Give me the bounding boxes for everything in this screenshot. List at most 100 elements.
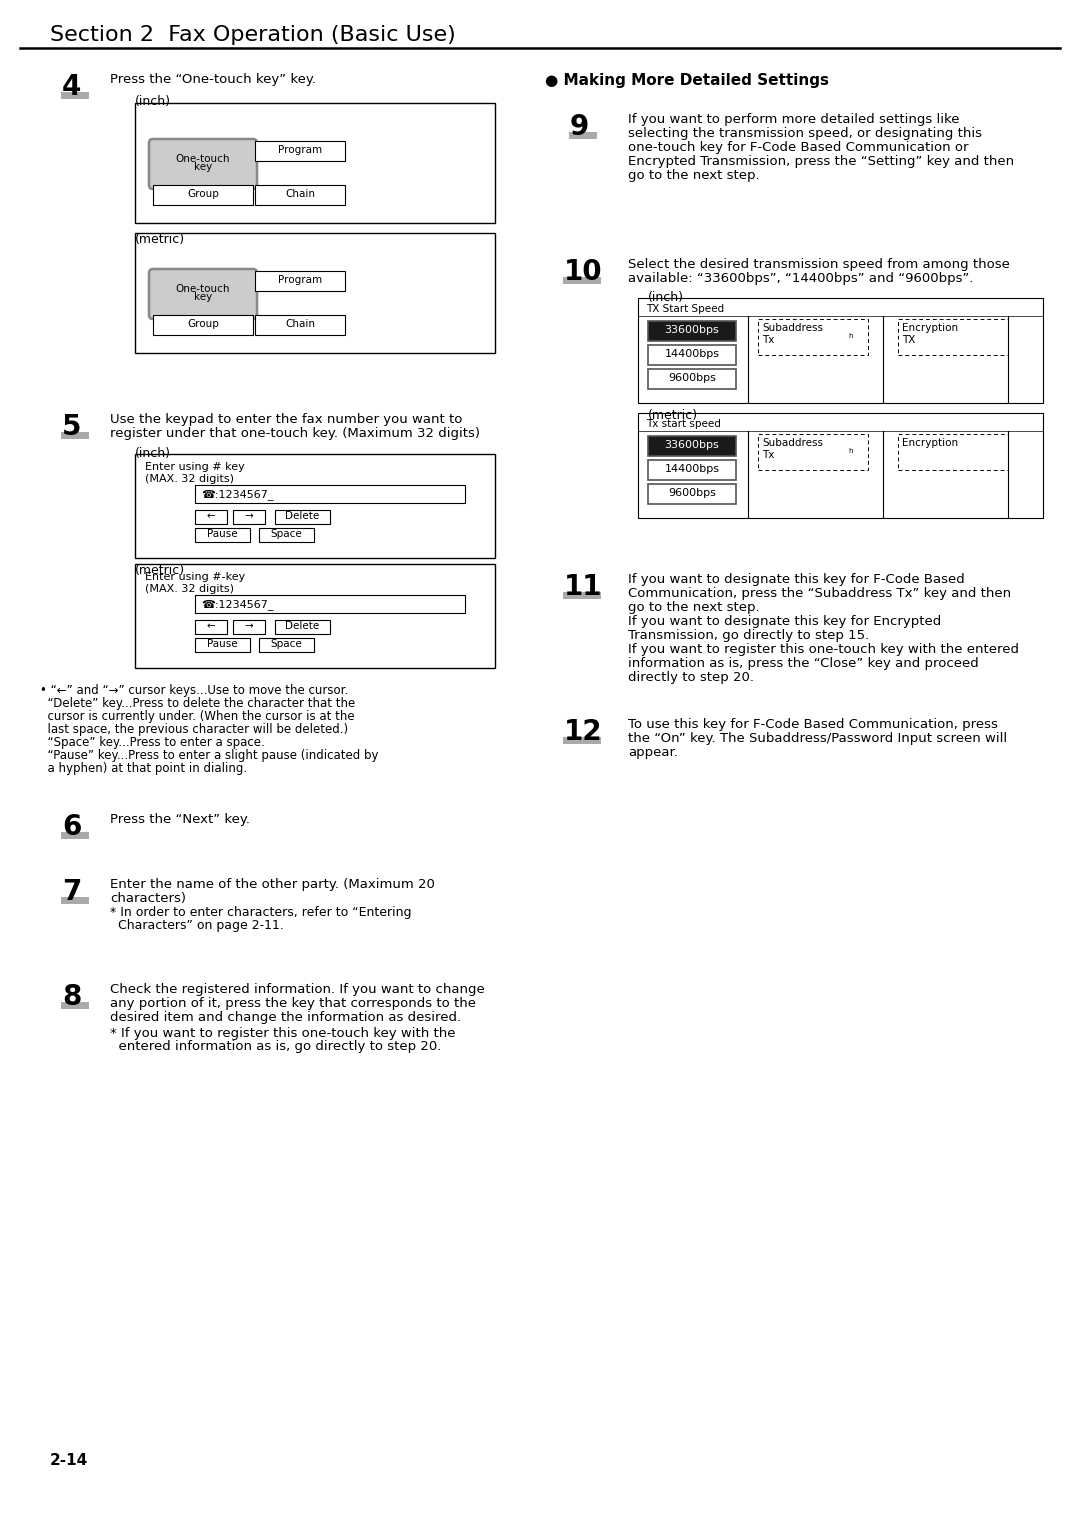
Text: last space, the previous character will be deleted.): last space, the previous character will … [40,723,348,736]
Text: (metric): (metric) [135,564,185,578]
Text: 11: 11 [564,573,603,601]
Text: If you want to register this one-touch key with the entered: If you want to register this one-touch k… [627,643,1020,656]
Bar [195,484,465,503]
Text: available: “33600bps”, “14400bps” and “9600bps”.: available: “33600bps”, “14400bps” and “9… [627,272,973,286]
Text: →: → [245,510,254,521]
Text: • “←” and “→” cursor keys...Use to move the cursor.: • “←” and “→” cursor keys...Use to move … [40,685,348,697]
Text: Space: Space [271,529,302,539]
Text: To use this key for F-Code Based Communication, press: To use this key for F-Code Based Communi… [627,718,998,730]
Text: Characters” on page 2-11.: Characters” on page 2-11. [110,918,284,932]
Bar [233,620,265,634]
Bar [758,434,868,471]
Text: the “On” key. The Subaddress/Password Input screen will: the “On” key. The Subaddress/Password In… [627,732,1008,746]
Text: one-touch key for F-Code Based Communication or: one-touch key for F-Code Based Communica… [627,141,969,154]
Bar [255,185,345,205]
Text: Subaddress: Subaddress [762,439,823,448]
Bar [569,131,597,139]
Text: Communication, press the “Subaddress Tx” key and then: Communication, press the “Subaddress Tx”… [627,587,1011,601]
Bar [255,270,345,290]
Text: Tx start speed: Tx start speed [646,419,720,429]
Bar [195,620,227,634]
Text: Press the “One-touch key” key.: Press the “One-touch key” key. [110,73,316,86]
Text: key: key [194,162,212,173]
Text: Encryption: Encryption [902,322,958,333]
FancyBboxPatch shape [149,269,257,319]
Bar [153,315,253,335]
Text: * If you want to register this one-touch key with the: * If you want to register this one-touch… [110,1027,456,1041]
Text: (MAX. 32 digits): (MAX. 32 digits) [145,584,234,594]
Text: 14400bps: 14400bps [664,348,719,359]
Text: desired item and change the information as desired.: desired item and change the information … [110,1012,461,1024]
Text: Select the desired transmission speed from among those: Select the desired transmission speed fr… [627,258,1010,270]
Text: (inch): (inch) [135,448,171,460]
Text: Section 2  Fax Operation (Basic Use): Section 2 Fax Operation (Basic Use) [50,24,456,44]
Text: TX: TX [902,335,916,345]
Text: Group: Group [187,319,219,329]
Bar [153,185,253,205]
Bar [195,529,249,542]
Text: Space: Space [271,639,302,649]
Bar [648,460,735,480]
Text: (MAX. 32 digits): (MAX. 32 digits) [145,474,234,484]
Text: 7: 7 [62,879,81,906]
Bar [60,92,89,99]
Text: Tx: Tx [762,451,774,460]
Text: Pause: Pause [207,529,238,539]
Text: ☎:1234567_: ☎:1234567_ [201,599,273,611]
Text: Enter using # key: Enter using # key [145,461,245,472]
Text: 5: 5 [62,413,81,442]
Bar [60,432,89,439]
Text: ● Making More Detailed Settings: ● Making More Detailed Settings [545,73,829,89]
Text: 8: 8 [62,983,81,1012]
Text: register under that one-touch key. (Maximum 32 digits): register under that one-touch key. (Maxi… [110,426,480,440]
Text: ☎:1234567_: ☎:1234567_ [201,489,273,501]
Text: If you want to designate this key for Encrypted: If you want to designate this key for En… [627,614,942,628]
Text: cursor is currently under. (When the cursor is at the: cursor is currently under. (When the cur… [40,711,354,723]
Text: 4: 4 [62,73,81,101]
Text: Pause: Pause [207,639,238,649]
Bar [648,345,735,365]
Bar [60,1002,89,1008]
Bar [60,897,89,905]
Bar [233,510,265,524]
Bar [135,454,495,558]
Bar [638,413,1043,518]
Text: Group: Group [187,189,219,199]
Text: One-touch: One-touch [176,284,230,293]
Text: Check the registered information. If you want to change: Check the registered information. If you… [110,983,485,996]
Text: (metric): (metric) [135,232,185,246]
Text: Use the keypad to enter the fax number you want to: Use the keypad to enter the fax number y… [110,413,462,426]
Text: entered information as is, go directly to step 20.: entered information as is, go directly t… [110,1041,442,1053]
Bar [648,321,735,341]
Text: Delete: Delete [285,510,320,521]
Text: →: → [245,620,254,631]
Bar [259,529,314,542]
Bar [255,141,345,160]
Text: (inch): (inch) [648,290,684,304]
Text: 9: 9 [570,113,590,141]
Bar [60,833,89,839]
Text: directly to step 20.: directly to step 20. [627,671,754,685]
Text: Enter using #-key: Enter using #-key [145,571,245,582]
Text: Program: Program [278,145,322,154]
Bar [135,102,495,223]
Text: 10: 10 [564,258,603,286]
Bar [195,639,249,652]
Text: appear.: appear. [627,746,678,759]
Bar [195,594,465,613]
Text: selecting the transmission speed, or designating this: selecting the transmission speed, or des… [627,127,982,141]
Text: 6: 6 [62,813,81,840]
Text: h: h [848,448,852,454]
Text: key: key [194,292,212,303]
Text: 9600bps: 9600bps [669,373,716,384]
Text: 14400bps: 14400bps [664,465,719,474]
Text: Encryption: Encryption [902,439,958,448]
Text: * In order to enter characters, refer to “Entering: * In order to enter characters, refer to… [110,906,411,918]
Text: information as is, press the “Close” key and proceed: information as is, press the “Close” key… [627,657,978,669]
Text: (metric): (metric) [648,410,698,422]
Text: ←: ← [206,620,215,631]
Text: Delete: Delete [285,620,320,631]
Bar [897,319,1008,354]
Bar [255,315,345,335]
Bar [275,510,330,524]
